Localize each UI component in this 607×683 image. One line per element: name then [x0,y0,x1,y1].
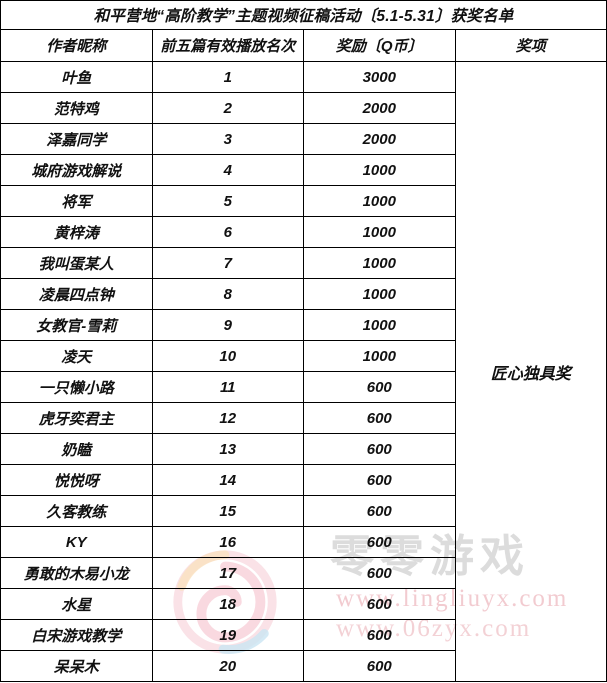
cell-author-name: 范特鸡 [0,92,153,124]
table-row: 我叫蛋某人 7 1000 [0,247,607,279]
cell-author-name: 城府游戏解说 [0,154,153,186]
cell-author-name: 我叫蛋某人 [0,247,153,279]
cell-prize-amount: 600 [303,495,456,527]
table-row: 白宋游戏教学 19 600 [0,619,607,651]
table-header-row: 作者昵称 前五篇有效播放名次 奖励〔Q币〕 奖项 [0,29,607,62]
cell-author-name: 凌晨四点钟 [0,278,153,310]
table-row: 勇敢的木易小龙 17 600 [0,557,607,589]
cell-author-name: 一只懒小路 [0,371,153,403]
cell-play-rank: 5 [151,185,304,217]
table-row: KY 16 600 [0,526,607,558]
table-title-row: 和平营地“高阶教学”主题视频征稿活动〔5.1-5.31〕获奖名单 [0,0,607,30]
cell-prize-amount: 2000 [303,92,456,124]
cell-author-name: 久客教练 [0,495,153,527]
table-row: 叶鱼 1 3000 匠心独具奖 [0,61,607,682]
cell-prize-amount: 600 [303,402,456,434]
column-header-prize: 奖励〔Q币〕 [303,29,456,62]
cell-play-rank: 14 [151,464,304,496]
cell-prize-amount: 1000 [303,216,456,248]
cell-author-name: 勇敢的木易小龙 [0,557,153,589]
cell-play-rank: 10 [151,340,304,372]
table-row: 水星 18 600 [0,588,607,620]
table-row: 女教官-雪莉 9 1000 [0,309,607,341]
cell-play-rank: 12 [151,402,304,434]
cell-play-rank: 8 [151,278,304,310]
table-row: 凌天 10 1000 [0,340,607,372]
cell-play-rank: 16 [151,526,304,558]
cell-prize-amount: 600 [303,557,456,589]
cell-author-name: 黄梓涛 [0,216,153,248]
cell-prize-amount: 2000 [303,123,456,155]
cell-prize-amount: 600 [303,464,456,496]
column-header-name: 作者昵称 [0,29,153,62]
cell-prize-amount: 600 [303,433,456,465]
cell-prize-amount: 1000 [303,154,456,186]
cell-play-rank: 1 [151,61,304,93]
cell-author-name: 奶瞌 [0,433,153,465]
cell-prize-amount: 600 [303,371,456,403]
cell-play-rank: 17 [151,557,304,589]
cell-prize-amount: 1000 [303,340,456,372]
cell-author-name: 泽嘉同学 [0,123,153,155]
cell-author-name: 水星 [0,588,153,620]
table-row: 黄梓涛 6 1000 [0,216,607,248]
cell-play-rank: 7 [151,247,304,279]
cell-author-name: 凌天 [0,340,153,372]
table-row: 呆呆木 20 600 [0,650,607,682]
cell-author-name: 将军 [0,185,153,217]
column-header-rank: 前五篇有效播放名次 [151,29,304,62]
table-row: 凌晨四点钟 8 1000 [0,278,607,310]
cell-prize-amount: 600 [303,619,456,651]
column-header-award: 奖项 [454,29,607,62]
cell-play-rank: 2 [151,92,304,124]
cell-author-name: 悦悦呀 [0,464,153,496]
cell-prize-amount: 1000 [303,185,456,217]
cell-prize-amount: 3000 [303,61,456,93]
table-row: 久客教练 15 600 [0,495,607,527]
table-row: 虎牙奕君主 12 600 [0,402,607,434]
cell-play-rank: 11 [151,371,304,403]
cell-prize-amount: 1000 [303,247,456,279]
cell-author-name: 虎牙奕君主 [0,402,153,434]
cell-prize-amount: 600 [303,650,456,682]
cell-play-rank: 4 [151,154,304,186]
cell-play-rank: 3 [151,123,304,155]
cell-play-rank: 18 [151,588,304,620]
cell-prize-amount: 600 [303,526,456,558]
cell-prize-amount: 1000 [303,309,456,341]
cell-author-name: 呆呆木 [0,650,153,682]
cell-author-name: 女教官-雪莉 [0,309,153,341]
cell-play-rank: 15 [151,495,304,527]
cell-prize-amount: 600 [303,588,456,620]
page-title: 和平营地“高阶教学”主题视频征稿活动〔5.1-5.31〕获奖名单 [0,0,607,30]
cell-prize-amount: 1000 [303,278,456,310]
cell-play-rank: 6 [151,216,304,248]
cell-play-rank: 9 [151,309,304,341]
table-row: 范特鸡 2 2000 [0,92,607,124]
cell-play-rank: 20 [151,650,304,682]
cell-author-name: 白宋游戏教学 [0,619,153,651]
cell-award-category: 匠心独具奖 [454,61,607,682]
table-row: 城府游戏解说 4 1000 [0,154,607,186]
table-row: 悦悦呀 14 600 [0,464,607,496]
cell-play-rank: 19 [151,619,304,651]
cell-author-name: 叶鱼 [0,61,153,93]
table-row: 泽嘉同学 3 2000 [0,123,607,155]
cell-author-name: KY [0,526,153,558]
cell-play-rank: 13 [151,433,304,465]
